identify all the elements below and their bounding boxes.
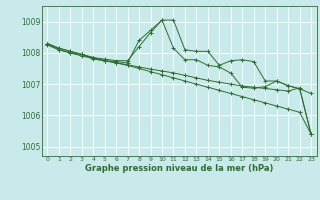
X-axis label: Graphe pression niveau de la mer (hPa): Graphe pression niveau de la mer (hPa)	[85, 164, 273, 173]
